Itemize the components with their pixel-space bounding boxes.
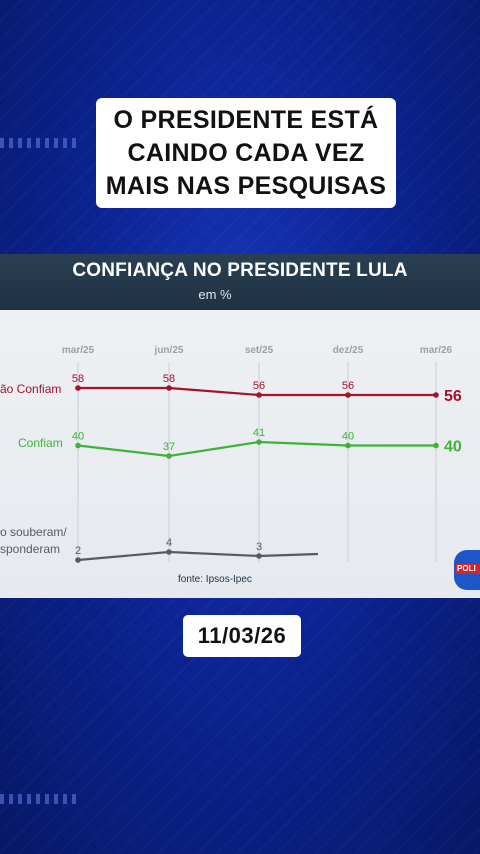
- line-chart: mar/25 jun/25 set/25 dez/25 mar/26 58 58 56 56 56…: [0, 345, 462, 585]
- chart-subtitle: em %: [198, 287, 232, 302]
- channel-logo: POLI: [454, 550, 480, 590]
- headline-text: O PRESIDENTE ESTÁ CAINDO CADA VEZ MAIS N…: [105, 105, 387, 200]
- series-label: Confiam: [18, 436, 63, 450]
- x-tick-label: mar/25: [62, 345, 95, 356]
- data-point: [75, 557, 81, 563]
- chart-title: CONFIANÇA NO PRESIDENTE LULA: [72, 260, 408, 281]
- series-line: [77, 440, 436, 458]
- series-label: o souberam/: [0, 525, 67, 539]
- data-label: 37: [163, 441, 175, 453]
- data-point: [433, 392, 439, 398]
- data-label: 4: [166, 537, 172, 549]
- data-label: 41: [253, 427, 265, 439]
- data-label: 40: [72, 431, 84, 443]
- chart-header: CONFIANÇA NO PRESIDENTE LULA em %: [0, 254, 480, 310]
- final-value-label: 56: [444, 388, 462, 405]
- headline-box: O PRESIDENTE ESTÁ CAINDO CADA VEZ MAIS N…: [96, 98, 396, 208]
- series-label: ão Confiam: [0, 382, 61, 396]
- logo-text: POLI: [457, 564, 476, 573]
- data-label: 40: [342, 431, 354, 443]
- x-tick-label: mar/26: [420, 345, 453, 356]
- data-point: [75, 442, 81, 449]
- data-point: [256, 553, 262, 559]
- data-point: [166, 385, 172, 391]
- date-label: 11/03/26: [197, 623, 287, 648]
- data-point: [256, 439, 262, 445]
- source-label: fonte: Ipsos-Ipec: [178, 574, 252, 585]
- chart-panel: mar/25 jun/25 set/25 dez/25 mar/26 58 58 56 56 56…: [0, 310, 480, 598]
- data-point: [345, 442, 351, 449]
- decorative-dots: [0, 138, 80, 148]
- data-label: 3: [256, 541, 262, 553]
- data-point: [256, 392, 262, 398]
- data-label: 58: [163, 373, 175, 385]
- data-point: [75, 385, 81, 391]
- data-label: 56: [253, 380, 265, 392]
- series-label: sponderam: [0, 542, 60, 556]
- data-point: [166, 549, 172, 555]
- data-label: 2: [75, 545, 81, 557]
- decorative-dots: [0, 794, 80, 804]
- data-point: [166, 453, 172, 459]
- final-value-label: 40: [444, 439, 462, 456]
- x-tick-label: set/25: [245, 345, 274, 356]
- date-box: 11/03/26: [183, 615, 301, 657]
- data-label: 56: [342, 380, 354, 392]
- data-point: [433, 442, 439, 449]
- x-tick-label: dez/25: [333, 345, 364, 356]
- x-tick-label: jun/25: [154, 345, 184, 356]
- data-point: [345, 392, 351, 398]
- data-label: 58: [72, 373, 84, 385]
- series-line: [77, 550, 319, 562]
